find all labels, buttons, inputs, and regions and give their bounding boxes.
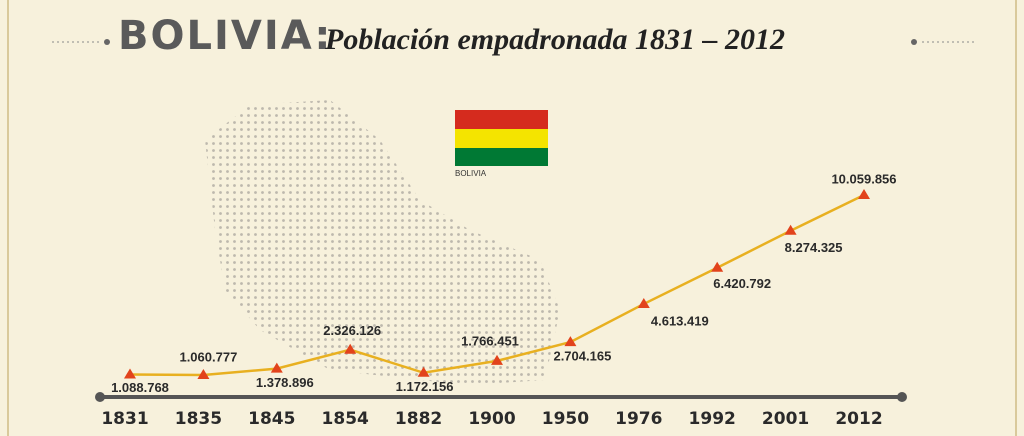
map-decoration (205, 100, 560, 385)
x-tick-label: 1992 (689, 409, 736, 429)
marker (124, 368, 136, 379)
value-label: 8.274.325 (785, 240, 843, 255)
axis-end (897, 392, 907, 402)
value-label: 6.420.792 (713, 276, 771, 291)
marker (564, 336, 577, 347)
chart-subtitle: Población empadronada 1831 – 2012 (324, 23, 785, 56)
value-label: 10.059.856 (831, 171, 896, 186)
marker (344, 343, 357, 354)
flag-yellow (455, 129, 548, 148)
x-tick-label: 1976 (615, 409, 662, 429)
marker (197, 369, 210, 379)
x-tick-label: 1900 (468, 409, 515, 429)
value-label: 2.326.126 (323, 323, 381, 338)
x-tick-label: 1835 (175, 409, 222, 429)
x-tick-label: 1882 (395, 409, 442, 429)
value-label: 1.766.451 (461, 333, 519, 348)
x-tick-label: 1950 (542, 409, 589, 429)
x-tick-label: 1854 (322, 409, 369, 429)
x-tick-label: 1831 (101, 409, 148, 429)
flag-green (455, 148, 548, 166)
marker (858, 189, 870, 199)
value-label: 1.088.768 (111, 380, 169, 395)
value-label: 1.172.156 (396, 379, 454, 394)
marker (637, 297, 650, 308)
axis-end (95, 392, 105, 402)
frame (7, 0, 1017, 436)
chart-title: BOLIVIA: (118, 13, 332, 59)
x-tick-label: 1845 (248, 409, 295, 429)
marker (270, 362, 283, 373)
flag-red (455, 110, 548, 129)
marker (784, 224, 797, 235)
title-dot (911, 39, 917, 45)
x-tick-label: 2012 (835, 409, 882, 429)
value-label: 1.378.896 (256, 375, 314, 390)
x-tick-label: 2001 (762, 409, 809, 429)
marker (417, 366, 430, 377)
value-label: 2.704.165 (553, 349, 611, 364)
value-label: 1.060.777 (179, 349, 237, 364)
title-dot (104, 39, 110, 45)
value-label: 4.613.419 (651, 313, 709, 328)
flag-label: BOLIVIA (455, 169, 487, 178)
marker (711, 261, 724, 272)
marker (491, 354, 503, 365)
